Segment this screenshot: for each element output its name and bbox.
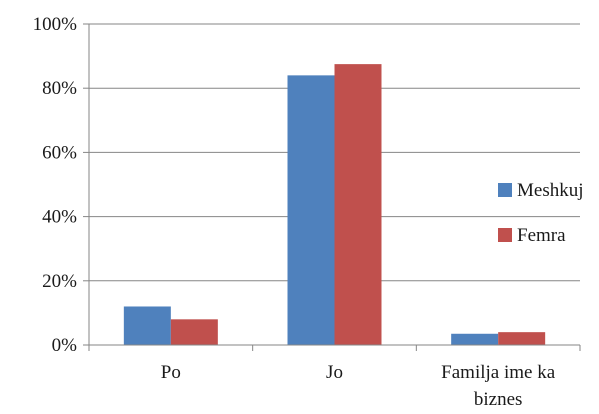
y-tick-label: 20% <box>42 271 77 292</box>
legend-swatch-meshkuj <box>498 183 512 197</box>
axes <box>83 23 581 351</box>
bar-meshkuj-0 <box>123 306 171 345</box>
legend-label-femra: Femra <box>517 225 566 246</box>
legend-swatch-femra <box>498 228 512 242</box>
y-tick-label: 60% <box>42 142 77 163</box>
x-tick-label: Familja ime ka biznes <box>441 362 556 410</box>
legend-label-meshkuj: Meshkuj <box>517 180 584 201</box>
bar-femra-2 <box>498 332 546 345</box>
bar-femra-1 <box>334 64 382 345</box>
bar-meshkuj-1 <box>287 75 335 346</box>
bars <box>123 64 546 346</box>
y-tick-label: 100% <box>33 14 78 35</box>
y-tick-label: 0% <box>52 335 78 356</box>
y-tick-labels: 0% 20% 40% 60% 80% 100% <box>33 14 78 356</box>
legend: Meshkuj Femra <box>498 180 584 246</box>
x-tick-label: Jo <box>326 362 343 383</box>
bar-meshkuj-2 <box>451 333 499 345</box>
x-tick-labels: Po Jo Familja ime ka biznes <box>161 362 556 410</box>
x-tick-label: Po <box>161 362 181 383</box>
y-tick-label: 80% <box>42 78 77 99</box>
bar-femra-0 <box>170 319 218 345</box>
y-tick-label: 40% <box>42 207 77 228</box>
